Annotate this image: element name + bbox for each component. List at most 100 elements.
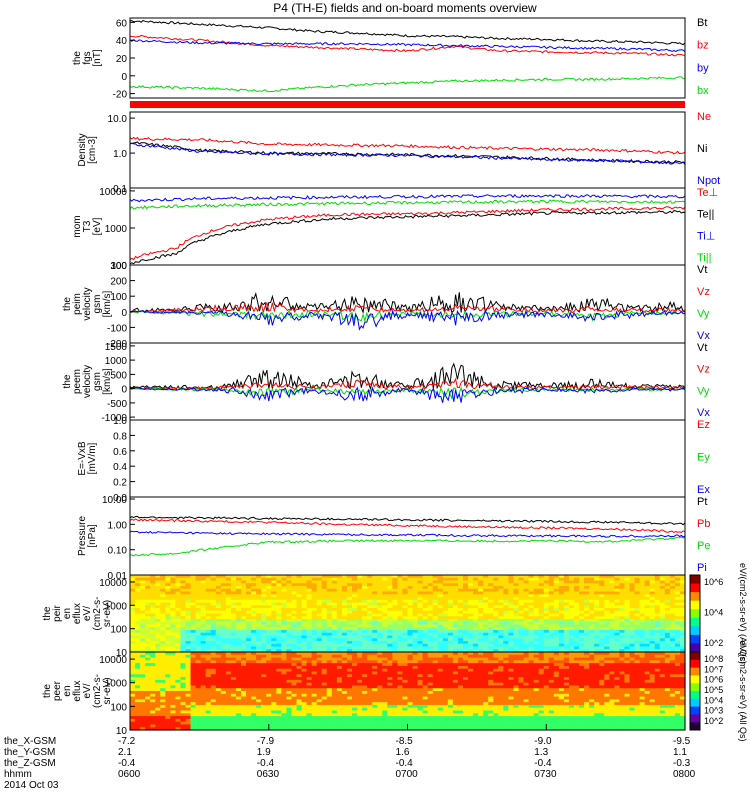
spectrogram-cell — [261, 632, 267, 637]
spectrogram-cell — [140, 610, 146, 615]
spectrogram-cell — [649, 594, 656, 598]
spectrogram-cell — [412, 580, 419, 584]
spectrogram-cell — [311, 635, 318, 639]
spectrogram-cell — [352, 594, 358, 598]
spectrogram-cell — [654, 597, 661, 601]
spectrogram-cell — [336, 646, 343, 650]
spectrogram-cell — [311, 699, 318, 703]
spectrogram-cell — [341, 691, 348, 695]
spectrogram-cell — [523, 624, 530, 628]
spectrogram-cell — [185, 610, 192, 615]
spectrogram-cell — [135, 613, 141, 617]
spectrogram-cell — [447, 621, 454, 626]
spectrogram-cell — [669, 577, 676, 582]
spectrogram-cell — [190, 688, 197, 692]
spectrogram-cell — [352, 646, 358, 650]
spectrogram-cell — [170, 663, 177, 667]
spectrogram-cell — [594, 580, 600, 584]
spectrogram-cell — [215, 724, 222, 728]
legend-entry: Te|| — [697, 209, 714, 221]
spectrogram-cell — [185, 599, 192, 604]
spectrogram-cell — [528, 599, 535, 604]
spectrogram-cell — [417, 599, 424, 604]
spectrogram-cell — [200, 588, 207, 593]
spectrogram-cell — [175, 679, 182, 684]
spectrogram-cell — [584, 638, 590, 642]
spectrogram-cell — [185, 646, 192, 650]
spectrogram-cell — [281, 679, 288, 684]
spectrogram-cell — [357, 679, 363, 684]
spectrogram-cell — [195, 649, 202, 653]
spectrogram-cell — [140, 599, 146, 604]
series-line-bz — [129, 34, 685, 57]
spectrogram-cell — [281, 638, 288, 642]
spectrogram-cell — [422, 594, 429, 598]
spectrogram-cell — [402, 704, 409, 709]
spectrogram-cell — [276, 632, 282, 637]
spectrogram-cell — [251, 575, 257, 579]
spectrogram-cell — [427, 702, 434, 706]
spectrogram-cell — [316, 575, 323, 579]
spectrogram-cell — [286, 721, 293, 726]
spectrogram-cell — [387, 724, 393, 728]
spectrogram-cell — [195, 594, 202, 598]
spectrogram-cell — [256, 597, 262, 601]
spectrogram-cell — [225, 591, 232, 595]
spectrogram-cell — [493, 619, 499, 623]
spectrogram-cell — [367, 710, 373, 714]
spectrogram-cell — [251, 610, 257, 615]
spectrogram-cell — [488, 605, 494, 609]
spectrogram-cell — [220, 632, 227, 637]
spectrogram-cell — [135, 602, 141, 606]
spectrogram-cell — [644, 641, 651, 645]
spectrogram-cell — [130, 679, 136, 684]
spectrogram-cell — [235, 693, 242, 698]
spectrogram-cell — [563, 586, 570, 590]
spectrogram-cell — [311, 619, 318, 623]
spectrogram-cell — [155, 707, 161, 712]
y-tick-label: 0.1 — [113, 184, 127, 195]
spectrogram-cell — [498, 632, 504, 637]
spectrogram-cell — [170, 619, 177, 623]
spectrogram-cell — [200, 704, 207, 709]
spectrogram-cell — [543, 605, 550, 609]
spectrogram-cell — [326, 693, 333, 698]
spectrogram-cell — [190, 707, 197, 712]
spectrogram-cell — [387, 616, 393, 620]
spectrogram-cell — [140, 602, 146, 606]
spectrogram-cell — [513, 583, 520, 587]
spectrogram-cell — [558, 624, 565, 628]
spectrogram-cell — [200, 613, 207, 617]
spectrogram-cell — [427, 646, 434, 650]
spectrogram-cell — [518, 638, 525, 642]
spectrogram-cell — [387, 646, 393, 650]
spectrogram-cell — [402, 586, 409, 590]
spectrogram-cell — [241, 610, 247, 615]
spectrogram-cell — [412, 663, 419, 667]
spectrogram-cell — [533, 638, 540, 642]
spectrogram-cell — [664, 605, 671, 609]
spectrogram-cell — [195, 641, 202, 645]
spectrogram-cell — [367, 638, 373, 642]
status-bar — [130, 101, 685, 108]
spectrogram-cell — [493, 594, 499, 598]
spectrogram-cell — [271, 696, 277, 700]
spectrogram-cell — [160, 591, 166, 595]
spectrogram-cell — [185, 583, 192, 587]
spectrogram-cell — [503, 608, 510, 612]
spectrogram-cell — [604, 605, 610, 609]
spectrogram-cell — [296, 610, 303, 615]
spectrogram-cell — [674, 610, 681, 615]
spectrogram-cell — [205, 638, 212, 642]
spectrogram-cell — [281, 696, 288, 700]
spectrogram-cell — [276, 630, 282, 634]
spectrogram-cell — [407, 682, 414, 687]
spectrogram-cell — [185, 713, 192, 717]
spectrogram-cell — [145, 646, 151, 650]
spectrogram-cell — [639, 638, 646, 642]
spectrogram-cell — [286, 643, 293, 648]
spectrogram-cell — [352, 671, 358, 675]
spectrogram-cell — [235, 663, 242, 667]
spectrogram-cell — [463, 616, 469, 620]
spectrogram-cell — [563, 613, 570, 617]
